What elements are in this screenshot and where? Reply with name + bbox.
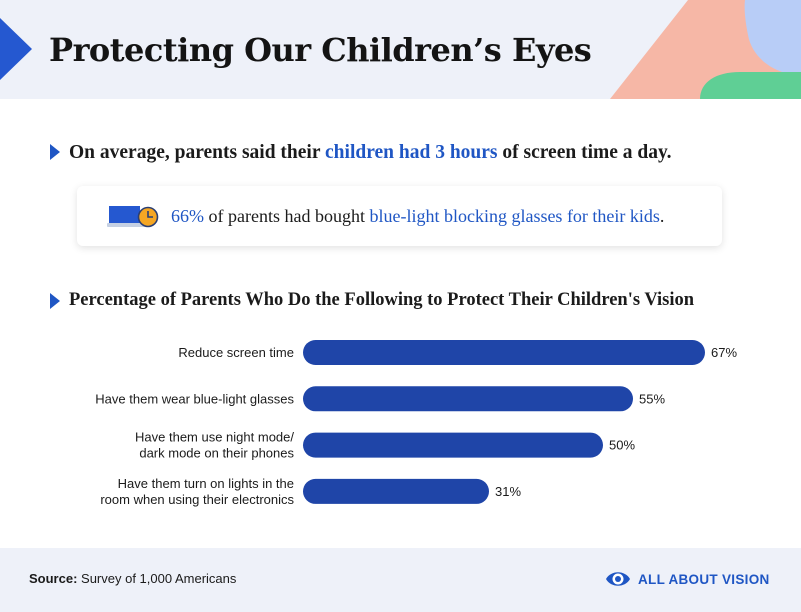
card-highlight: blue-light blocking glasses for their ki… xyxy=(369,206,660,226)
category-label: Reduce screen time xyxy=(178,345,294,360)
source-text: Survey of 1,000 Americans xyxy=(77,571,237,586)
card-end: . xyxy=(659,206,665,226)
bar-1 xyxy=(303,386,633,412)
bar-2 xyxy=(303,432,603,458)
header-blue-shape xyxy=(744,0,801,75)
brand-logo: ALL ABOUT VISION xyxy=(604,569,770,589)
laptop-clock-icon xyxy=(107,206,159,228)
category-label: Have them wear blue-light glasses xyxy=(95,391,294,406)
stat-card: 66% of parents had bought blue-light blo… xyxy=(77,186,722,246)
bar-0 xyxy=(303,340,705,365)
bullet-triangle-icon xyxy=(50,144,60,160)
chart-title: Percentage of Parents Who Do the Followi… xyxy=(69,290,695,310)
bar-chart: 67% Reduce screen time 55% Have them wear b… xyxy=(95,340,737,507)
category-label: dark mode on their phones xyxy=(139,446,294,461)
brand-name: ALL ABOUT VISION xyxy=(638,571,770,587)
card-percent: 66% xyxy=(171,206,204,226)
category-label: Have them turn on lights in the xyxy=(118,476,294,491)
bar-value-label: 31% xyxy=(495,484,521,499)
header-banner: Protecting Our Children’s Eyes xyxy=(0,0,801,99)
category-label: Have them use night mode/ xyxy=(135,430,294,445)
bullet-triangle-icon xyxy=(50,293,60,309)
source-label: Source: xyxy=(29,571,78,586)
header-decoration xyxy=(0,0,801,99)
card-middle: of parents had bought xyxy=(204,206,370,226)
stat-prefix: On average, parents said their xyxy=(69,142,326,163)
header-arrow-shape xyxy=(0,18,32,80)
stat-headline: On average, parents said their children … xyxy=(69,142,672,164)
eye-logo-icon xyxy=(606,572,630,586)
source-note: Source: Survey of 1,000 Americans xyxy=(29,571,236,586)
card-text: 66% of parents had bought blue-light blo… xyxy=(171,206,664,227)
page-title: Protecting Our Children’s Eyes xyxy=(49,31,592,69)
stat-highlight: children had 3 hours xyxy=(325,142,498,163)
bar-value-label: 50% xyxy=(609,438,635,453)
bar-value-label: 55% xyxy=(639,391,665,406)
footer: Source: Survey of 1,000 Americans ALL AB… xyxy=(0,548,801,612)
bar-value-label: 67% xyxy=(711,345,737,360)
category-label: room when using their electronics xyxy=(100,492,294,507)
bar-3 xyxy=(303,478,489,504)
stat-suffix: of screen time a day. xyxy=(497,142,672,163)
header-green-shape xyxy=(700,72,801,99)
